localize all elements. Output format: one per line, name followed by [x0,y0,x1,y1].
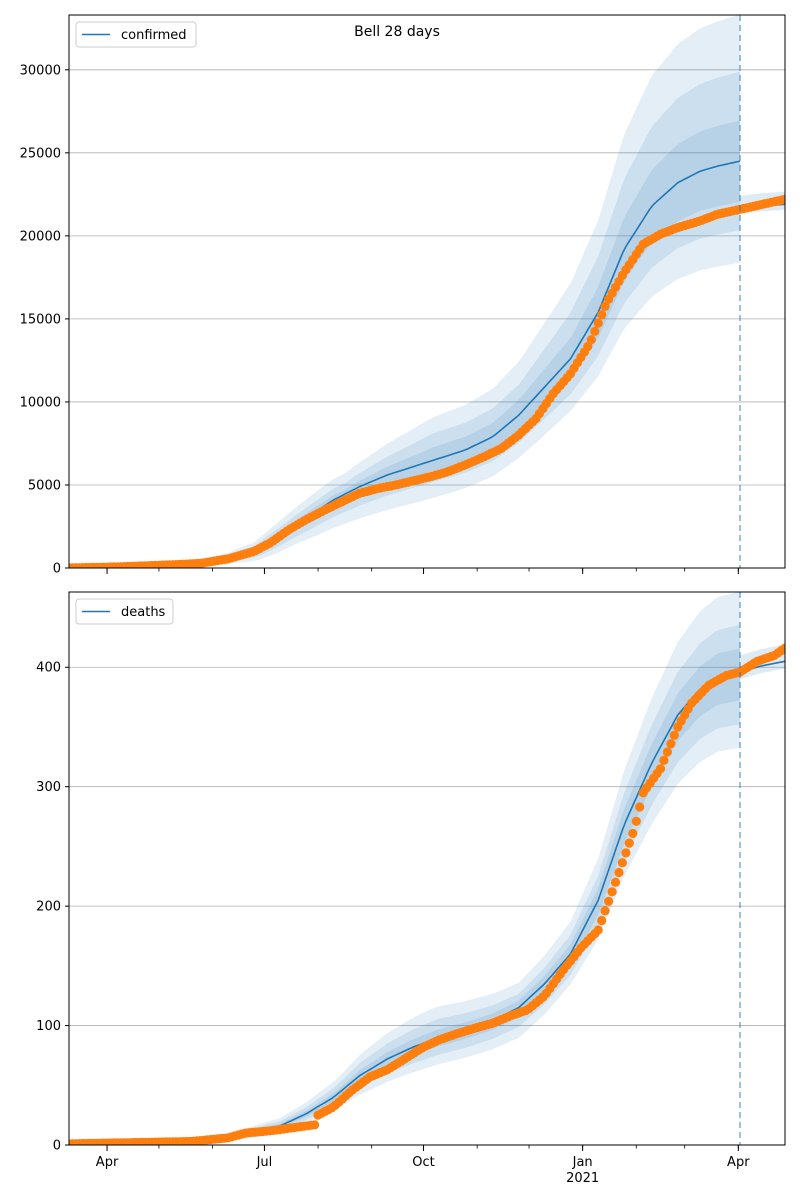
observed-point [659,755,669,766]
observed-point [655,764,666,774]
panel-confirmed: 0 5000 10000 15000 20000 25000 30000 confirmed [20,14,786,577]
x-tick-label: Apr [96,1155,119,1170]
observed-point [662,747,673,757]
y-tick-label: 20000 [20,229,61,244]
observed-point [610,877,621,887]
uncertainty-band-1 [69,592,740,1145]
plot-area [69,592,785,1145]
legend: deaths [75,598,174,625]
observed-point [593,318,603,328]
y-tick-label: 400 [36,661,61,676]
legend-box [75,21,197,48]
uncertainty-band-2 [69,624,740,1145]
observed-point [635,802,645,812]
uncertainty-band-2 [69,71,740,568]
y-tick-label: 25000 [20,146,61,161]
y-tick-label: 10000 [20,395,61,410]
x-tick-sublabel: 2021 [566,1171,599,1186]
y-tick-label: 300 [36,780,61,795]
y-tick-label: 0 [53,562,61,577]
axes-frame [68,14,786,569]
legend-box [75,598,174,625]
observed-point [597,915,607,926]
observed-point [780,643,785,653]
observed-point [583,341,593,352]
x-tick-label: Jan [572,1155,593,1170]
y-tick-label: 15000 [20,312,61,327]
observed-point [624,838,634,848]
uncertainty-band-3 [69,120,740,568]
x-tick-label: Oct [412,1155,434,1170]
chart-title: Bell 28 days [354,24,440,40]
legend: confirmed [75,21,197,48]
observed-point [593,925,603,935]
observed-point [617,858,628,868]
observed-point [621,848,631,858]
observed-point [607,887,617,897]
y-tick-label: 30000 [20,63,61,78]
x-tick-label: Apr [727,1155,750,1170]
y-tick-label: 100 [36,1019,61,1034]
observed-point [666,739,676,749]
y-tick-label: 200 [36,900,61,915]
observed-point [669,730,679,740]
uncertainty-band-3 [69,648,740,1144]
legend-label: deaths [121,605,166,620]
y-tick-label: 5000 [28,478,61,493]
observed-point [780,194,785,204]
observed-point [600,906,610,916]
plot-area [69,15,785,568]
x-tick-label: Jul [256,1155,273,1170]
observed-point [631,816,641,826]
observed-point [604,896,614,906]
observed-point [628,828,638,839]
y-tick-label: 0 [53,1139,61,1154]
observed-point [310,1120,320,1130]
uncertainty-band-1 [69,15,740,568]
observed-point [590,326,600,336]
observed-point [614,867,624,878]
legend-label: confirmed [121,28,187,43]
observed-point [586,335,596,345]
axes-frame [68,591,786,1146]
observed-point [600,301,610,311]
observed-point [597,310,607,320]
